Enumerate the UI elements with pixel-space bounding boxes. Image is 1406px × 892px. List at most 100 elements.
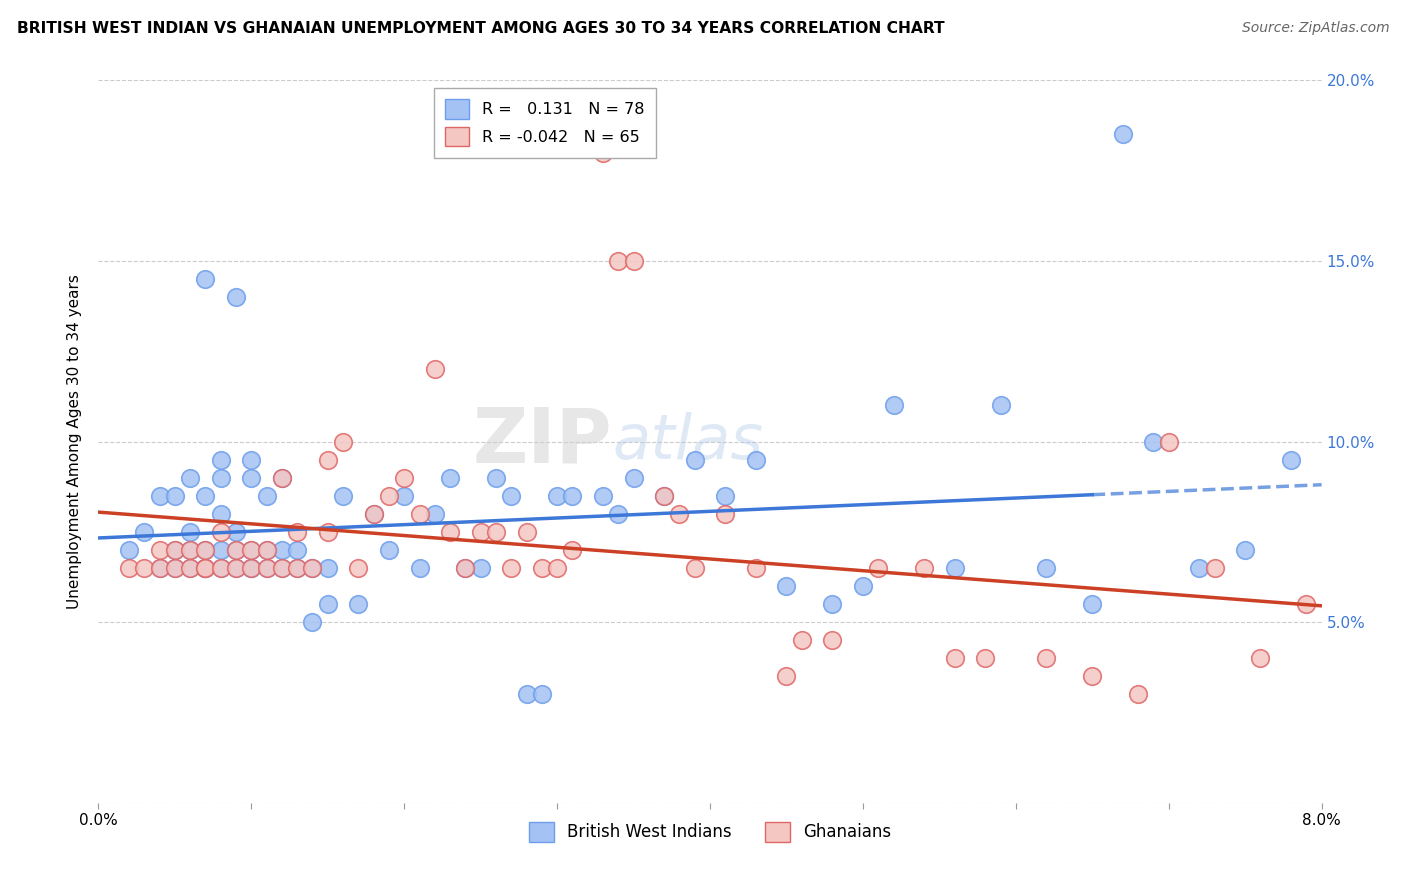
Point <box>225 524 247 539</box>
Point <box>470 524 492 539</box>
Point <box>301 561 323 575</box>
Point <box>225 542 247 557</box>
Y-axis label: Unemployment Among Ages 30 to 34 years: Unemployment Among Ages 30 to 34 years <box>67 274 83 609</box>
Point <box>912 561 935 575</box>
Point <box>163 542 186 557</box>
Point <box>1279 452 1302 467</box>
Point <box>439 524 461 539</box>
Point <box>652 489 675 503</box>
Point <box>285 542 308 557</box>
Point <box>378 489 401 503</box>
Point <box>745 452 768 467</box>
Point <box>592 145 614 160</box>
Point <box>408 561 430 575</box>
Point <box>943 651 966 665</box>
Point <box>1295 597 1317 611</box>
Point <box>668 507 690 521</box>
Point <box>423 507 446 521</box>
Point <box>316 452 339 467</box>
Point <box>392 489 416 503</box>
Point <box>485 471 508 485</box>
Point <box>883 398 905 412</box>
Point <box>179 561 201 575</box>
Point <box>821 633 844 648</box>
Point <box>179 524 201 539</box>
Point <box>285 561 308 575</box>
Point <box>240 452 263 467</box>
Point <box>530 687 553 701</box>
Point <box>240 561 263 575</box>
Point <box>285 561 308 575</box>
Point <box>163 542 186 557</box>
Point <box>332 489 354 503</box>
Point <box>316 597 339 611</box>
Point <box>623 254 645 268</box>
Point <box>285 524 308 539</box>
Point <box>454 561 477 575</box>
Point <box>561 542 583 557</box>
Point <box>363 507 385 521</box>
Point <box>149 561 172 575</box>
Point <box>775 579 797 593</box>
Point <box>240 561 263 575</box>
Point <box>516 524 538 539</box>
Legend: British West Indians, Ghanaians: British West Indians, Ghanaians <box>522 815 898 848</box>
Point <box>485 524 508 539</box>
Point <box>163 561 186 575</box>
Point <box>240 561 263 575</box>
Point <box>1128 687 1150 701</box>
Point <box>270 471 294 485</box>
Point <box>134 561 156 575</box>
Point <box>256 561 278 575</box>
Point <box>1142 434 1164 449</box>
Point <box>454 561 477 575</box>
Point <box>209 471 232 485</box>
Point <box>163 489 186 503</box>
Point <box>316 561 339 575</box>
Point <box>546 561 568 575</box>
Point <box>1035 561 1057 575</box>
Point <box>194 489 217 503</box>
Point <box>209 452 232 467</box>
Point <box>561 489 583 503</box>
Point <box>240 542 263 557</box>
Point <box>270 561 294 575</box>
Point <box>134 524 156 539</box>
Point <box>270 542 294 557</box>
Point <box>1081 597 1104 611</box>
Point <box>163 561 186 575</box>
Point <box>1157 434 1180 449</box>
Point <box>209 542 232 557</box>
Point <box>821 597 844 611</box>
Point <box>332 434 354 449</box>
Point <box>408 507 430 521</box>
Point <box>256 542 278 557</box>
Point <box>347 597 370 611</box>
Point <box>1234 542 1257 557</box>
Point <box>209 561 232 575</box>
Point <box>683 452 706 467</box>
Point <box>1341 723 1364 738</box>
Point <box>194 561 217 575</box>
Point <box>301 561 323 575</box>
Point <box>256 561 278 575</box>
Point <box>607 507 630 521</box>
Point <box>392 471 416 485</box>
Point <box>714 507 737 521</box>
Point <box>423 362 446 376</box>
Point <box>470 561 492 575</box>
Point <box>530 561 553 575</box>
Point <box>439 471 461 485</box>
Point <box>1249 651 1271 665</box>
Point <box>347 561 370 575</box>
Point <box>1081 669 1104 683</box>
Point <box>118 561 141 575</box>
Point <box>714 489 737 503</box>
Point <box>225 542 247 557</box>
Point <box>194 542 217 557</box>
Point <box>652 489 675 503</box>
Point <box>316 524 339 539</box>
Point <box>194 542 217 557</box>
Point <box>943 561 966 575</box>
Point <box>149 542 172 557</box>
